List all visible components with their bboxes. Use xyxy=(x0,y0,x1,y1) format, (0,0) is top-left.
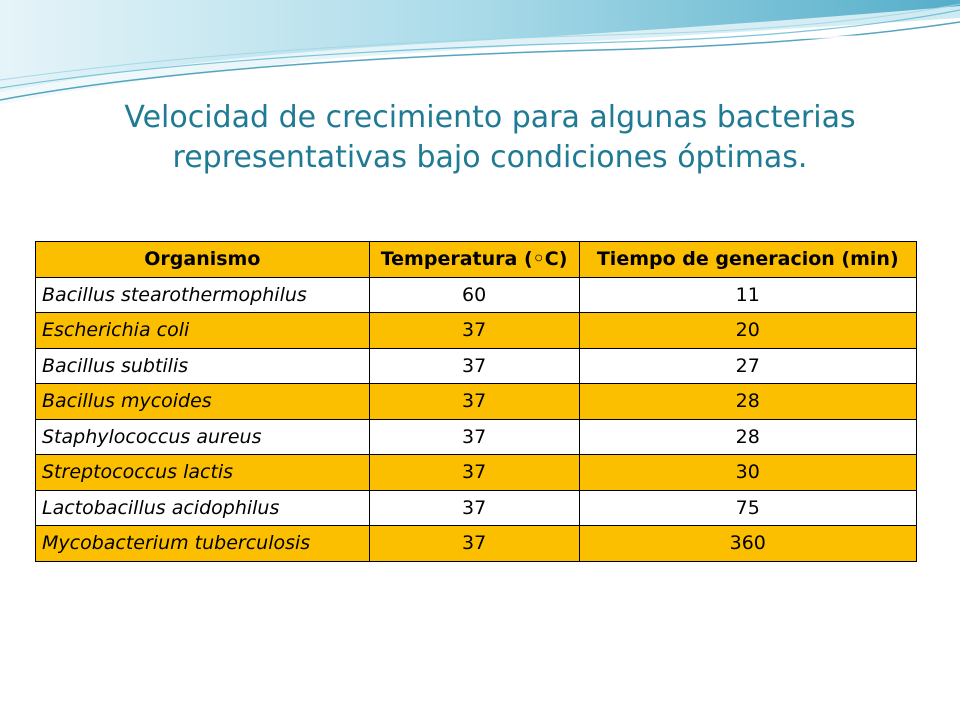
temperature-cell: 37 xyxy=(368,525,580,562)
temperature-cell: 37 xyxy=(368,418,580,455)
generation-time-cell: 30 xyxy=(578,454,917,491)
generation-time-cell: 360 xyxy=(578,525,917,562)
temperature-cell: 37 xyxy=(368,454,580,491)
header-generation-time: Tiempo de generacion (min) xyxy=(578,241,917,278)
generation-time-cell: 28 xyxy=(578,383,917,420)
temperature-cell: 60 xyxy=(368,276,580,313)
generation-time-cell: 75 xyxy=(578,489,917,526)
table-row: Mycobacterium tuberculosis 37 360 xyxy=(35,525,917,562)
organism-cell: Lactobacillus acidophilus xyxy=(35,489,370,526)
table-row: Bacillus stearothermophilus 60 11 xyxy=(35,276,917,313)
generation-time-cell: 27 xyxy=(578,347,917,384)
table-row: Staphylococcus aureus 37 28 xyxy=(35,418,917,455)
organism-cell: Bacillus stearothermophilus xyxy=(35,276,370,313)
slide-title-line-1: Velocidad de crecimiento para algunas ba… xyxy=(124,100,856,135)
table-row: Lactobacillus acidophilus 37 75 xyxy=(35,489,917,526)
organism-cell: Staphylococcus aureus xyxy=(35,418,370,455)
table-row: Streptococcus lactis 37 30 xyxy=(35,454,917,491)
generation-time-cell: 11 xyxy=(578,276,917,313)
temperature-cell: 37 xyxy=(368,347,580,384)
table-row: Bacillus mycoides 37 28 xyxy=(35,383,917,420)
organism-cell: Escherichia coli xyxy=(35,312,370,349)
organism-cell: Bacillus mycoides xyxy=(35,383,370,420)
header-organism: Organismo xyxy=(35,241,370,278)
header-temperature: Temperatura (◦C) xyxy=(368,241,580,278)
temperature-cell: 37 xyxy=(368,489,580,526)
generation-time-cell: 28 xyxy=(578,418,917,455)
header-wave-decoration xyxy=(0,0,960,105)
generation-time-cell: 20 xyxy=(578,312,917,349)
temperature-cell: 37 xyxy=(368,383,580,420)
slide-title-line-2: representativas bajo condiciones óptimas… xyxy=(172,140,808,175)
table-row: Bacillus subtilis 37 27 xyxy=(35,347,917,384)
organism-cell: Streptococcus lactis xyxy=(35,454,370,491)
table-row: Escherichia coli 37 20 xyxy=(35,312,917,349)
temperature-cell: 37 xyxy=(368,312,580,349)
organism-cell: Bacillus subtilis xyxy=(35,347,370,384)
slide-title: Velocidad de crecimiento para algunas ba… xyxy=(60,98,920,178)
growth-rate-table: Organismo Temperatura (◦C) Tiempo de gen… xyxy=(35,241,917,562)
organism-cell: Mycobacterium tuberculosis xyxy=(35,525,370,562)
table-header-row: Organismo Temperatura (◦C) Tiempo de gen… xyxy=(35,241,917,278)
